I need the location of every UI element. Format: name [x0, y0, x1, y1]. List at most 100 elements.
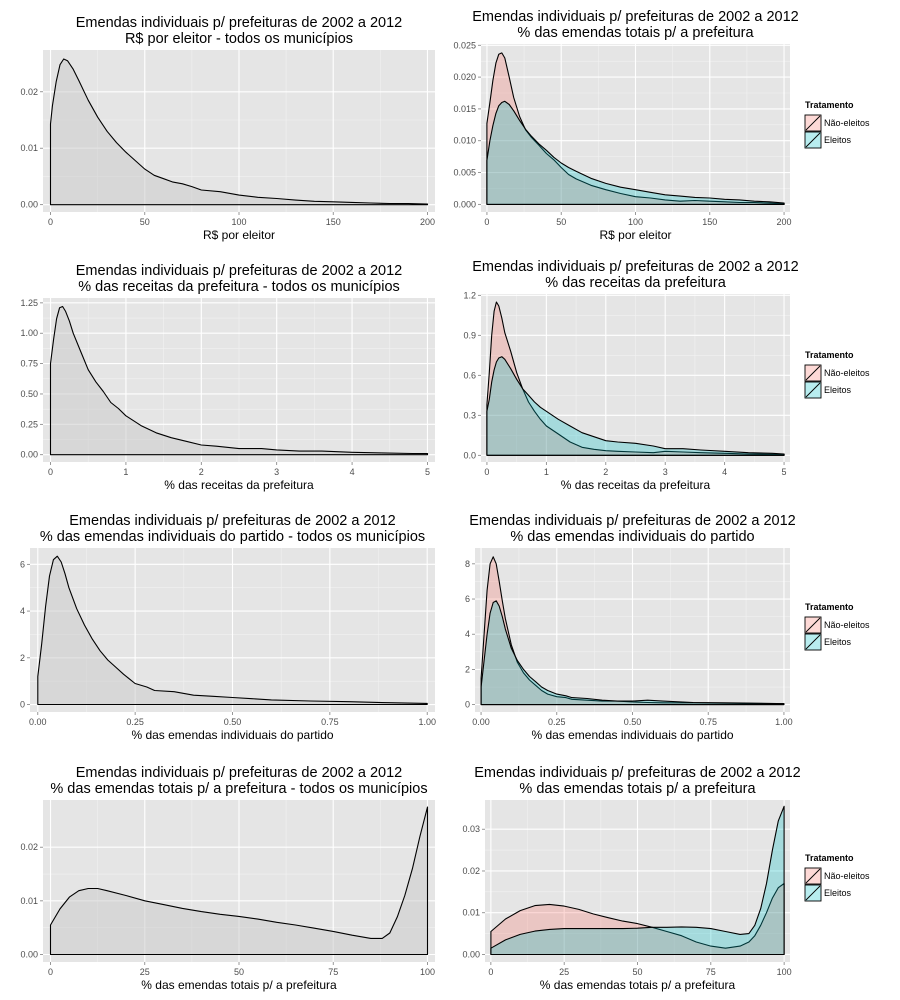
x-tick-label: 0: [488, 967, 493, 977]
x-tick-label: 1.00: [418, 717, 436, 727]
legend-title: Tratamento: [805, 853, 854, 863]
y-tick-label: 0.50: [20, 389, 38, 399]
x-tick-label: 4: [722, 467, 727, 477]
chart-panel-1: Emendas individuais p/ prefeituras de 20…: [20, 15, 435, 242]
y-tick-label: 0.000: [453, 199, 476, 209]
y-tick-label: 0.025: [453, 40, 476, 50]
legend-label: Eleitos: [824, 637, 852, 647]
y-tick-label: 4: [465, 629, 470, 639]
chart-subtitle: % das emendas totais p/ a prefeitura: [519, 781, 756, 797]
chart-subtitle: R$ por eleitor - todos os municípios: [125, 31, 353, 47]
legend-label: Eleitos: [824, 385, 852, 395]
x-tick-label: 75: [328, 967, 338, 977]
y-tick-label: 1.25: [20, 298, 38, 308]
chart-panel-8: Emendas individuais p/ prefeituras de 20…: [462, 765, 870, 992]
x-axis-title: % das emendas totais p/ a prefeitura: [540, 978, 736, 992]
legend-key-line: [805, 132, 821, 148]
y-tick-label: 2: [20, 653, 25, 663]
y-tick-label: 0.005: [453, 168, 476, 178]
density-area-eleitos: [486, 100, 785, 205]
x-axis-title: R$ por eleitor: [599, 228, 671, 242]
density-area-eleitos: [490, 805, 785, 956]
x-tick-label: 0.25: [126, 717, 144, 727]
legend-key-line: [805, 115, 821, 131]
y-tick-label: 0.75: [20, 359, 38, 369]
y-tick-label: 0.00: [462, 949, 480, 959]
legend-label: Não-eleitos: [824, 620, 870, 630]
x-tick-label: 5: [782, 467, 787, 477]
x-tick-label: 2: [199, 467, 204, 477]
chart-panel-7: Emendas individuais p/ prefeituras de 20…: [20, 765, 435, 992]
y-tick-label: 0.25: [20, 419, 38, 429]
chart-title: Emendas individuais p/ prefeituras de 20…: [76, 765, 402, 781]
chart-subtitle: % das emendas totais p/ a prefeitura - t…: [50, 781, 427, 797]
x-tick-label: 0.00: [29, 717, 47, 727]
y-tick-label: 0.01: [20, 143, 38, 153]
x-tick-label: 200: [777, 217, 792, 227]
x-tick-label: 0: [484, 217, 489, 227]
x-axis-title: % das receitas da prefeitura: [561, 478, 711, 492]
chart-title: Emendas individuais p/ prefeituras de 20…: [76, 15, 402, 31]
legend: Tratamento Não-eleitos Eleitos: [804, 100, 870, 149]
y-tick-label: 0.02: [20, 87, 38, 97]
x-tick-label: 150: [702, 217, 717, 227]
density-area-n-o-eleitos: [490, 882, 785, 956]
x-tick-label: 150: [326, 217, 341, 227]
x-tick-label: 0: [48, 967, 53, 977]
x-tick-label: 0.00: [472, 717, 490, 727]
y-tick-label: 8: [465, 559, 470, 569]
y-tick-label: 0.015: [453, 104, 476, 114]
chart-title: Emendas individuais p/ prefeituras de 20…: [469, 513, 795, 529]
chart-title: Emendas individuais p/ prefeituras de 20…: [76, 263, 402, 279]
x-tick-label: 0.50: [624, 717, 642, 727]
y-tick-label: 1.2: [463, 290, 476, 300]
chart-panel-6: Emendas individuais p/ prefeituras de 20…: [465, 513, 870, 742]
x-tick-label: 50: [556, 217, 566, 227]
y-tick-label: 0.01: [20, 896, 38, 906]
x-tick-label: 0: [48, 217, 53, 227]
density-area-n-o-eleitos: [486, 52, 785, 205]
density-area-todos: [49, 58, 429, 206]
x-tick-label: 3: [274, 467, 279, 477]
legend: Tratamento Não-eleitos Eleitos: [804, 602, 870, 651]
y-tick-label: 4: [20, 606, 25, 616]
x-tick-label: 0.50: [224, 717, 242, 727]
y-tick-label: 0.0: [463, 450, 476, 460]
legend-title: Tratamento: [805, 350, 854, 360]
chart-panel-3: Emendas individuais p/ prefeituras de 20…: [20, 263, 435, 492]
chart-title: Emendas individuais p/ prefeituras de 20…: [69, 513, 395, 529]
x-tick-label: 100: [777, 967, 792, 977]
density-area-todos: [37, 555, 428, 706]
legend: Tratamento Não-eleitos Eleitos: [804, 350, 870, 399]
x-tick-label: 50: [234, 967, 244, 977]
legend-key-line: [805, 617, 821, 633]
legend-label: Não-eleitos: [824, 871, 870, 881]
chart-panel-2: Emendas individuais p/ prefeituras de 20…: [453, 9, 870, 242]
y-tick-label: 0.00: [20, 200, 38, 210]
y-tick-label: 0: [20, 700, 25, 710]
x-tick-label: 0.75: [321, 717, 339, 727]
x-tick-label: 1.00: [775, 717, 793, 727]
y-tick-label: 0.6: [463, 370, 476, 380]
x-axis-title: % das receitas da prefeitura: [164, 478, 314, 492]
chart-title: Emendas individuais p/ prefeituras de 20…: [472, 9, 798, 25]
y-tick-label: 2: [465, 664, 470, 674]
density-area-todos: [49, 305, 429, 456]
x-tick-label: 25: [140, 967, 150, 977]
chart-title: Emendas individuais p/ prefeituras de 20…: [472, 259, 798, 275]
legend-key-line: [805, 634, 821, 650]
x-tick-label: 4: [350, 467, 355, 477]
legend-key-line: [805, 868, 821, 884]
legend-key-line: [805, 382, 821, 398]
x-tick-label: 75: [706, 967, 716, 977]
y-tick-label: 0: [465, 700, 470, 710]
chart-panel-4: Emendas individuais p/ prefeituras de 20…: [463, 259, 870, 492]
chart-title: Emendas individuais p/ prefeituras de 20…: [474, 765, 800, 781]
y-tick-label: 0.00: [20, 450, 38, 460]
x-tick-label: 1: [544, 467, 549, 477]
y-tick-label: 0.01: [462, 908, 480, 918]
legend-title: Tratamento: [805, 602, 854, 612]
chart-subtitle: % das emendas individuais do partido - t…: [40, 529, 425, 545]
y-tick-label: 1.00: [20, 328, 38, 338]
